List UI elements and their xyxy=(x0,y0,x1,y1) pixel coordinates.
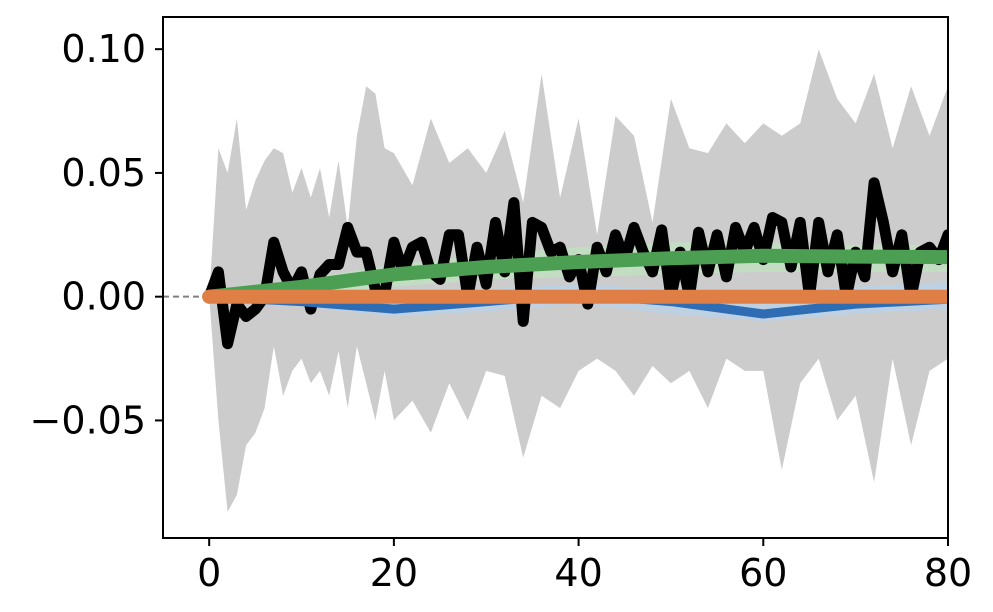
y-tick-label: 0.00 xyxy=(61,275,146,319)
y-tick-label: 0.10 xyxy=(61,27,146,71)
x-tick-label: 40 xyxy=(554,551,602,595)
y-axis: −0.05 0.00 0.05 0.10 xyxy=(30,27,163,442)
series-line-2 xyxy=(202,248,948,304)
y-tick-label: −0.05 xyxy=(30,398,146,442)
x-tick-label: 80 xyxy=(924,551,972,595)
x-tick-label: 0 xyxy=(197,551,221,595)
series-lines xyxy=(202,177,948,350)
x-axis: 0 20 40 60 80 xyxy=(197,538,972,595)
x-tick-label: 60 xyxy=(739,551,787,595)
plot-frame xyxy=(162,16,949,539)
y-tick-label: 0.05 xyxy=(61,151,146,195)
x-tick-label: 20 xyxy=(370,551,418,595)
